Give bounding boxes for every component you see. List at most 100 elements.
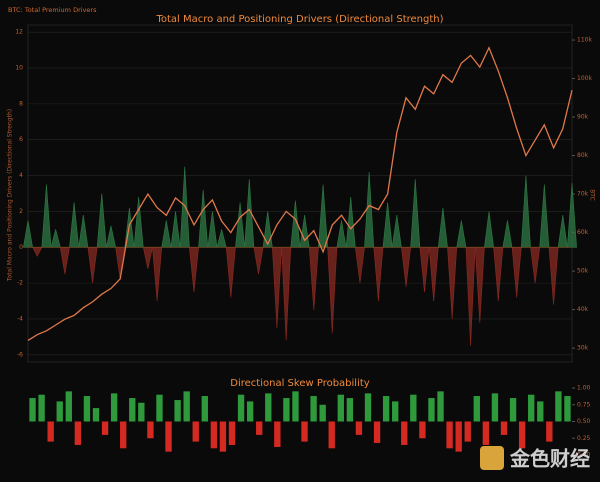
area-spike [437, 207, 448, 248]
bar [401, 421, 408, 445]
area-spike [216, 229, 227, 248]
area-spike [456, 220, 467, 248]
bar [183, 391, 190, 422]
bar [101, 421, 109, 435]
bar [156, 394, 163, 422]
area-spike [161, 220, 172, 248]
y2-tick-label: 30k [577, 345, 589, 352]
bar [219, 421, 227, 452]
area-spike [253, 246, 264, 275]
y-tick-label: 12 [15, 29, 23, 36]
bar [65, 391, 72, 422]
y2-tick-label: 110k [577, 37, 592, 44]
area-spike [152, 246, 163, 302]
area-spike [336, 220, 347, 248]
bar [491, 393, 499, 422]
area-spike [189, 246, 199, 293]
bar [237, 394, 245, 422]
area-spike [225, 246, 236, 298]
bar [410, 394, 417, 422]
y-axis-label: Total Macro and Positioning Drivers (Dir… [7, 109, 14, 282]
bar [537, 401, 544, 422]
bar [419, 421, 426, 439]
bar [83, 396, 91, 422]
area-spike [78, 214, 89, 248]
bar [446, 421, 453, 449]
y2-tick-label: 40k [577, 306, 589, 313]
bar [129, 398, 136, 422]
watermark-logo [480, 446, 504, 470]
area-spike [41, 184, 52, 248]
bar [56, 401, 63, 422]
area-spike [23, 220, 33, 248]
area-spike [235, 202, 246, 248]
area-spike [511, 246, 522, 298]
bar [355, 421, 363, 435]
area-spike [32, 246, 43, 257]
y-tick-label: 1.00 [577, 385, 591, 392]
y-tick-label: -6 [17, 351, 23, 358]
area-spike [281, 246, 292, 341]
area-spike [567, 182, 577, 248]
bar [555, 391, 562, 422]
bar [138, 402, 145, 422]
bar [192, 421, 199, 442]
area-spike [262, 211, 273, 248]
area-spike [59, 246, 70, 275]
area-spike [69, 202, 80, 248]
area-spike [391, 214, 402, 248]
price-line [27, 46, 573, 341]
area-spike [354, 246, 365, 284]
chart-title: Total Macro and Positioning Drivers (Dir… [155, 14, 443, 25]
bar [337, 394, 344, 422]
bar [110, 393, 118, 422]
plot-frame [27, 24, 573, 363]
area-spike [539, 184, 550, 248]
area-spike [419, 246, 430, 293]
area-spike [50, 229, 61, 248]
y-tick-label: 0.50 [577, 418, 591, 425]
bar [364, 393, 372, 422]
y2-tick-label: 60k [577, 229, 589, 236]
area-spike [382, 202, 393, 248]
y-tick-label: -4 [17, 315, 23, 322]
area-spike [493, 246, 504, 302]
bar [256, 421, 263, 435]
y-tick-label: 4 [19, 172, 23, 179]
area-spike [530, 246, 541, 284]
y-tick-label: 2 [19, 208, 23, 215]
area-spike [170, 211, 181, 248]
bar [373, 421, 381, 443]
y2-tick-label: 50k [577, 268, 589, 275]
area-spike [484, 211, 494, 248]
bar [120, 421, 127, 449]
y-tick-label: 0.25 [577, 435, 591, 442]
area-spike [502, 220, 513, 248]
bar [210, 421, 218, 449]
bar [473, 396, 480, 422]
bar [274, 421, 281, 447]
area-spike [410, 179, 421, 248]
bar [437, 391, 444, 422]
area-spike [318, 184, 328, 248]
area-spike [474, 246, 485, 323]
bar [92, 408, 100, 422]
area-spike [327, 246, 338, 334]
bar [518, 421, 526, 449]
bar [455, 421, 462, 452]
bar [346, 398, 354, 422]
bar [382, 396, 390, 422]
bar [310, 396, 317, 422]
y-tick-label: 6 [19, 136, 23, 143]
y-tick-label: 10 [15, 65, 23, 72]
bar [319, 404, 326, 422]
y-tick-label: 0 [19, 244, 23, 251]
bar [464, 421, 471, 442]
y-tick-label: 0.75 [577, 401, 591, 408]
area-spike [244, 179, 255, 248]
bar [47, 421, 54, 442]
y2-tick-label: 90k [577, 114, 589, 121]
area-spike [198, 189, 209, 248]
y-tick-label: -2 [17, 280, 23, 287]
area-spike [87, 246, 98, 284]
